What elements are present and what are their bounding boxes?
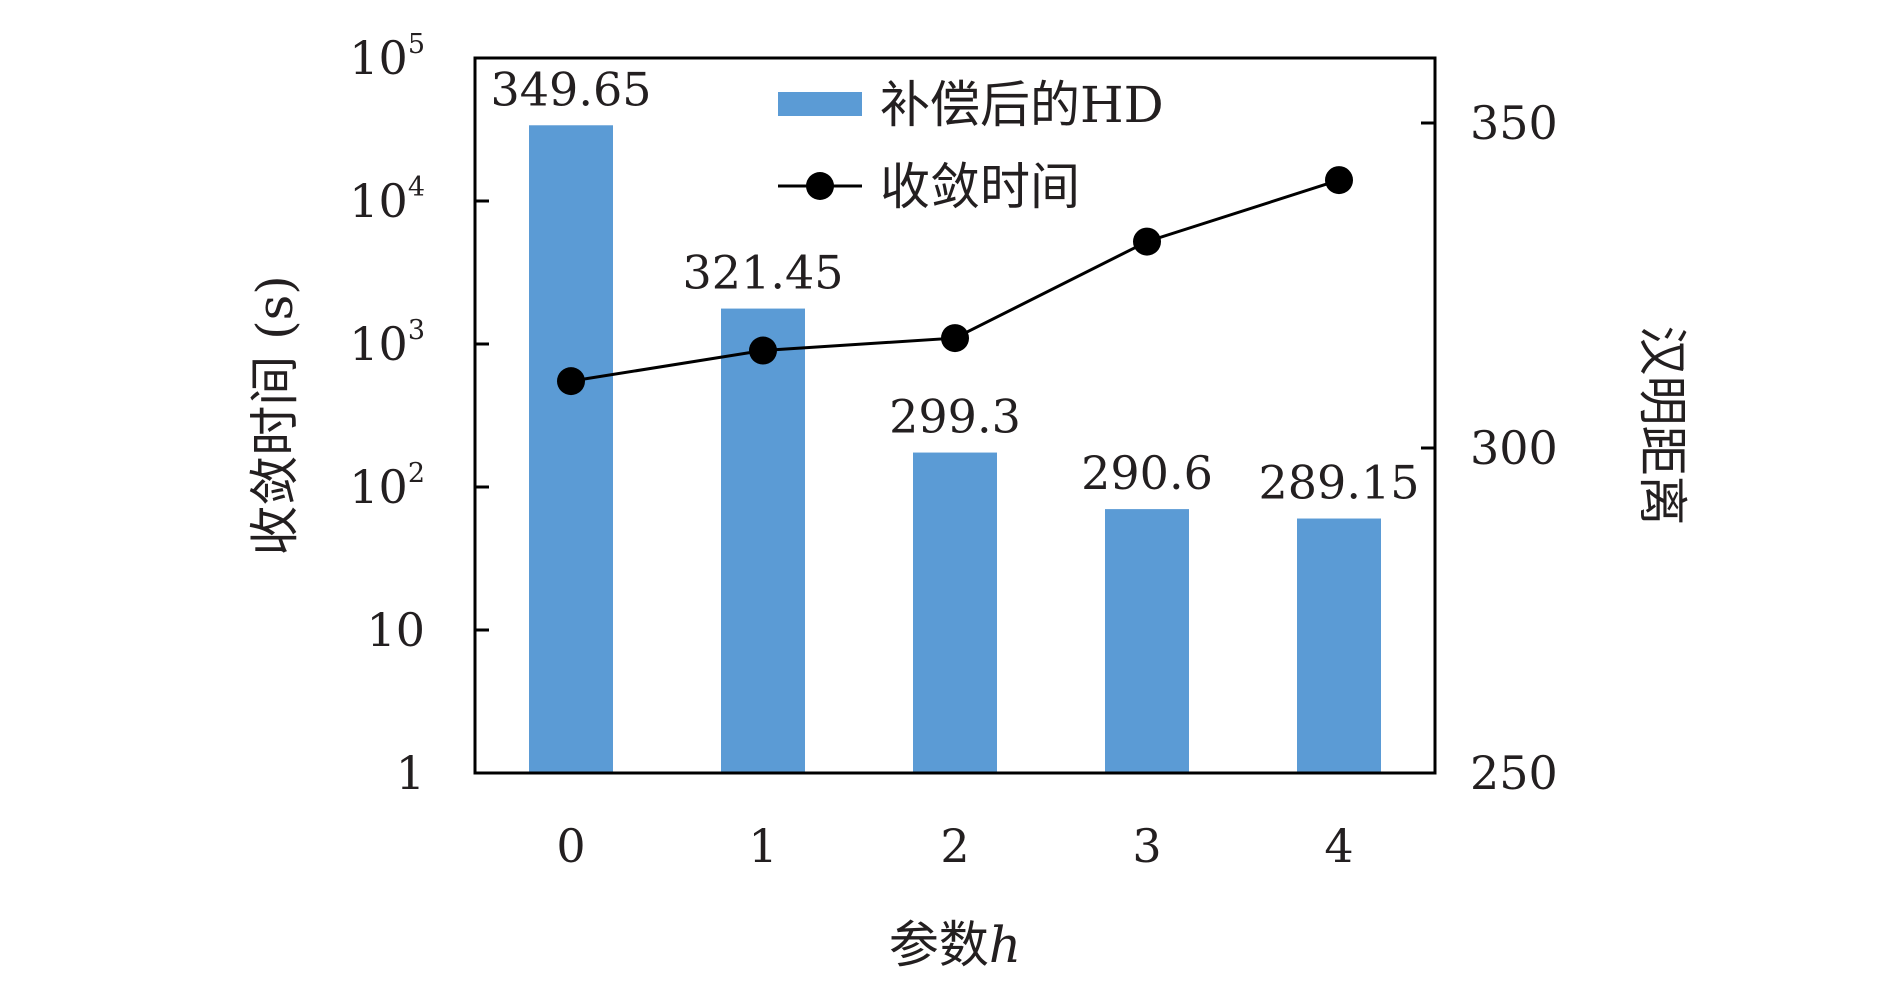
left-tick-label: 1 [396,746,425,800]
bar [1297,518,1381,773]
line-point [749,336,777,365]
x-tick-label: 1 [748,819,777,873]
bar-series [529,125,1381,773]
x-tick-label: 4 [1324,819,1353,873]
left-axis-ticks: 1 10 102 103 104 105 [349,29,489,800]
left-tick-label: 102 [349,458,425,514]
legend-bar-label: 补偿后的HD [880,76,1164,134]
left-tick-label: 105 [349,29,425,85]
line-point [1325,166,1353,195]
line-point [1133,227,1161,256]
legend: 补偿后的HD 收敛时间 [778,76,1164,216]
x-tick-label: 3 [1132,819,1161,873]
right-tick-label: 350 [1470,96,1558,150]
x-tick-label: 0 [556,819,585,873]
bar [529,125,613,773]
line-point [557,367,585,396]
line-point [941,324,969,353]
bar-data-label: 349.65 [491,62,652,116]
right-tick-label: 300 [1470,421,1558,475]
legend-line-marker [806,172,834,200]
right-tick-label: 250 [1470,746,1558,800]
bar [721,308,805,773]
left-tick-label: 103 [349,315,425,371]
bar-data-label: 290.6 [1081,446,1213,500]
bar-data-labels: 349.65 321.45 299.3 290.6 289.15 [491,62,1420,509]
left-tick-label: 104 [349,172,425,228]
x-axis-ticks: 0 1 2 3 4 [556,819,1353,873]
y-axis-title-left: 收敛时间 (s) [246,275,304,556]
bar [1105,509,1189,773]
bar-data-label: 299.3 [889,390,1021,444]
bar [913,452,997,773]
line-series [557,166,1353,396]
legend-line-label: 收敛时间 [880,158,1080,216]
y-axis-title-right: 汉明距离 [1633,326,1691,526]
legend-bar-swatch [778,92,862,116]
plot-frame [473,56,1437,775]
bar-data-label: 289.15 [1259,456,1420,510]
bar-data-label: 321.45 [683,246,844,300]
right-axis-ticks: 250 300 350 [1421,96,1558,800]
x-axis-title: 参数h [889,916,1021,974]
left-tick-label: 10 [366,603,425,657]
x-tick-label: 2 [940,819,969,873]
